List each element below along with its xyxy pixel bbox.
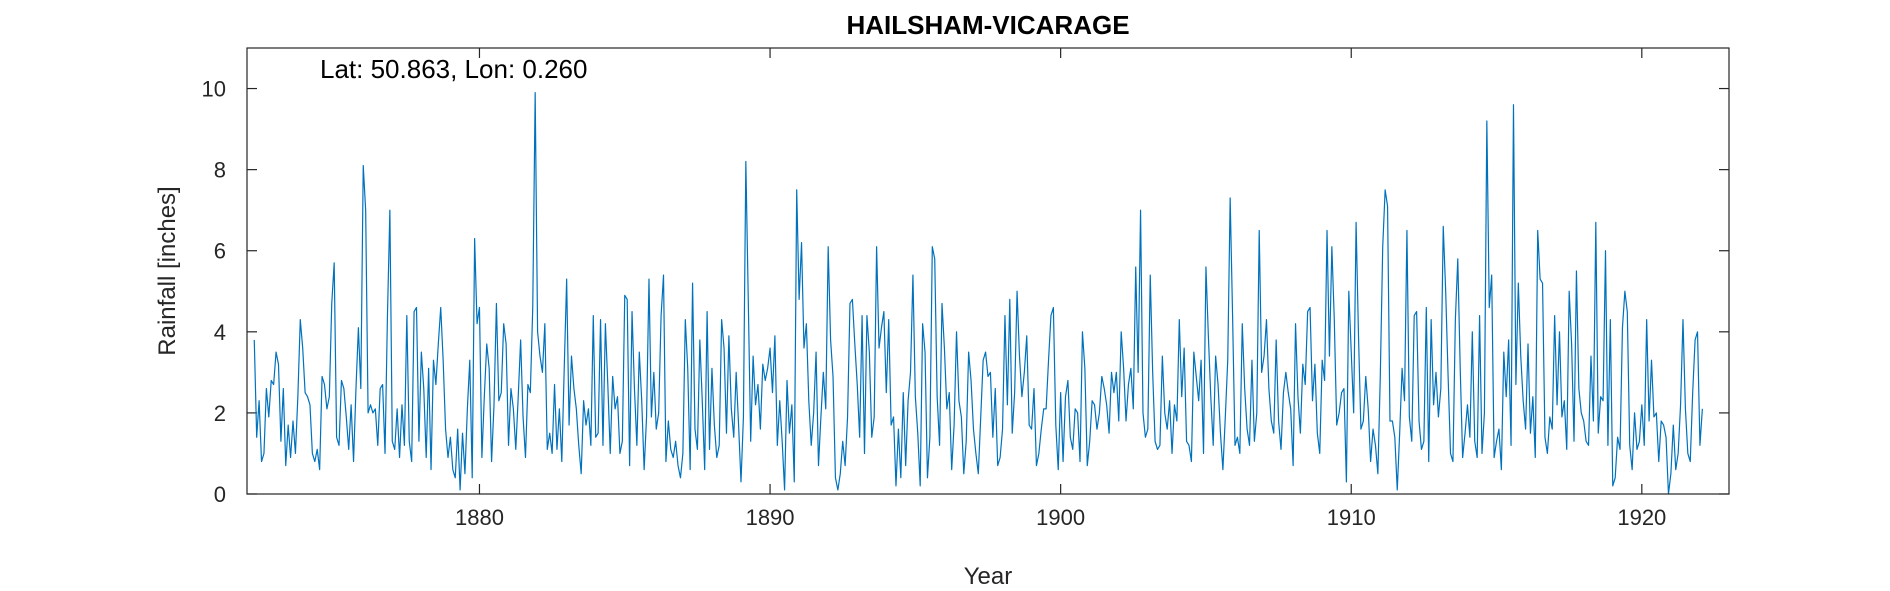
x-axis-label: Year xyxy=(964,563,1013,590)
y-axis: 0 2 4 6 8 10 xyxy=(202,77,1729,507)
x-tick-label: 1920 xyxy=(1617,505,1666,530)
chart-title: HAILSHAM-VICARAGE xyxy=(846,10,1129,40)
x-axis: 1880 1890 1900 1910 1920 xyxy=(455,48,1666,530)
y-tick-label: 0 xyxy=(214,482,226,507)
y-tick-label: 10 xyxy=(202,77,226,102)
y-tick-label: 4 xyxy=(214,320,226,345)
rainfall-series-line xyxy=(253,92,1703,495)
y-tick-label: 2 xyxy=(214,401,226,426)
location-annotation: Lat: 50.863, Lon: 0.260 xyxy=(320,54,587,84)
plot-area xyxy=(247,48,1729,494)
x-tick-label: 1900 xyxy=(1036,505,1085,530)
x-tick-label: 1910 xyxy=(1327,505,1376,530)
y-axis-label: Rainfall [inches] xyxy=(154,186,181,355)
y-tick-label: 6 xyxy=(214,239,226,264)
plot-frame xyxy=(246,47,1730,495)
y-tick-label: 8 xyxy=(214,158,226,183)
x-tick-label: 1890 xyxy=(746,505,795,530)
x-tick-label: 1880 xyxy=(455,505,504,530)
